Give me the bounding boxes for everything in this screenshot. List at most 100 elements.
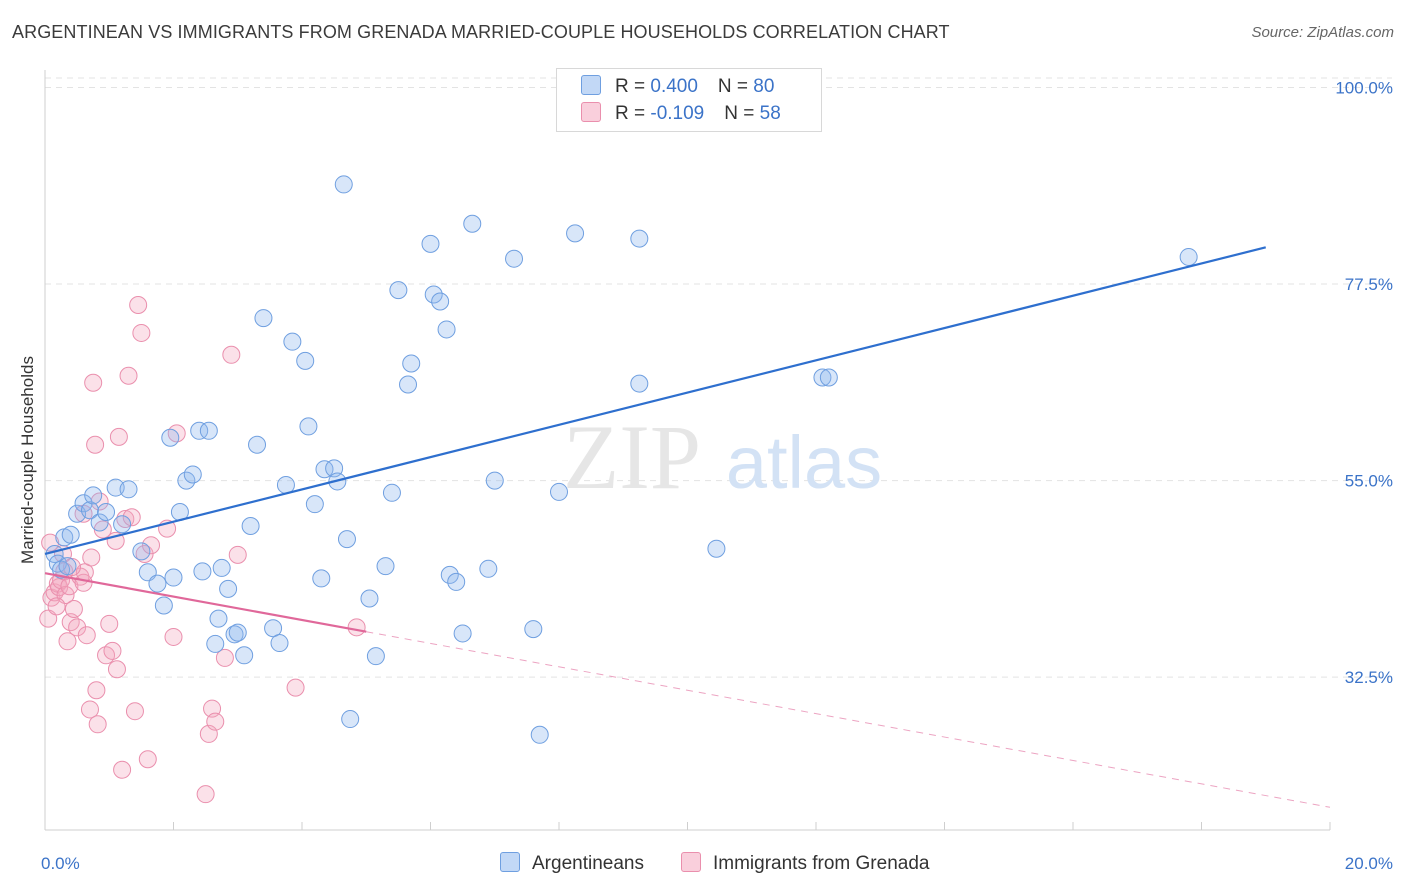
data-point-argentinean	[90, 513, 109, 532]
data-point-grenada	[142, 536, 161, 555]
data-point-argentinean	[1179, 247, 1198, 266]
y-axis-label: Married-couple Households	[18, 356, 37, 564]
data-point-argentinean	[550, 482, 568, 501]
data-point-argentinean	[219, 579, 238, 598]
data-point-argentinean	[80, 501, 99, 520]
data-point-argentinean	[485, 471, 504, 490]
data-point-argentinean	[463, 214, 482, 233]
data-point-grenada	[82, 548, 101, 567]
data-point-argentinean	[312, 569, 331, 588]
series-argentineans	[45, 175, 1198, 744]
trend-line-grenada-extension	[366, 631, 1331, 808]
stats-legend: R = 0.400 N = 80 R = -0.109 N = 58	[556, 68, 822, 132]
data-point-grenada	[86, 435, 105, 454]
data-point-argentinean	[199, 421, 218, 440]
data-point-grenada	[77, 626, 96, 645]
data-point-grenada	[113, 760, 132, 779]
watermark: ZIP atlas	[563, 406, 882, 508]
series-immigrants-from-grenada	[39, 295, 366, 804]
series-name: Argentineans	[532, 853, 644, 874]
data-point-grenada	[100, 614, 119, 633]
trend-line-grenada	[44, 572, 367, 633]
data-point-grenada	[196, 785, 215, 804]
r-label: R =	[615, 76, 651, 97]
data-point-grenada	[125, 702, 144, 721]
r-label: R =	[615, 103, 651, 124]
data-point-argentinean	[389, 281, 408, 300]
data-point-argentinean	[161, 428, 180, 447]
data-point-argentinean	[479, 559, 498, 578]
data-point-argentinean	[566, 224, 585, 243]
y-tick-label: 77.5%	[1345, 275, 1393, 294]
data-point-argentinean	[366, 647, 385, 666]
chart-title: ARGENTINEAN VS IMMIGRANTS FROM GRENADA M…	[12, 22, 950, 42]
data-point-argentinean	[530, 725, 549, 744]
data-point-argentinean	[148, 574, 167, 593]
n-value: 58	[759, 103, 781, 124]
data-point-grenada	[80, 700, 99, 719]
n-label: N =	[724, 103, 760, 124]
grid-lines	[45, 77, 1392, 678]
x-tick-label: 20.0%	[1345, 854, 1393, 873]
data-point-grenada	[47, 597, 66, 616]
data-point-grenada	[122, 508, 141, 527]
data-point-grenada	[129, 295, 148, 314]
data-point-grenada	[64, 599, 83, 618]
r-value: -0.109	[650, 103, 705, 124]
data-point-argentinean	[630, 229, 649, 248]
data-point-grenada	[109, 427, 128, 446]
data-point-argentinean	[119, 480, 138, 499]
legend-swatch-blue	[500, 852, 520, 872]
data-point-argentinean	[61, 525, 80, 544]
data-point-argentinean	[228, 623, 247, 642]
x-tick-label: 0.0%	[41, 854, 80, 873]
data-point-argentinean	[334, 175, 353, 194]
data-point-grenada	[286, 678, 305, 697]
data-point-argentinean	[190, 421, 209, 440]
data-point-argentinean	[283, 332, 302, 351]
watermark-atlas: atlas	[726, 421, 882, 504]
data-point-grenada	[87, 681, 106, 700]
data-point-argentinean	[270, 634, 289, 653]
axes	[44, 70, 1331, 831]
data-point-argentinean	[299, 417, 318, 436]
data-point-grenada	[228, 545, 247, 564]
legend-swatch-pink	[581, 102, 601, 122]
watermark-zip: ZIP	[563, 406, 701, 508]
data-point-argentinean	[402, 354, 421, 373]
data-point-argentinean	[399, 375, 418, 394]
data-point-argentinean	[225, 625, 244, 644]
data-point-grenada	[206, 712, 225, 731]
data-point-argentinean	[431, 292, 450, 311]
legend-swatch-pink	[681, 852, 701, 872]
source-label: Source: ZipAtlas.com	[1251, 24, 1394, 41]
data-point-argentinean	[209, 609, 228, 628]
data-point-argentinean	[813, 368, 832, 387]
data-point-grenada	[222, 345, 241, 364]
y-tick-label: 32.5%	[1345, 668, 1393, 687]
data-point-argentinean	[305, 495, 324, 514]
trend-line-argentineans	[44, 246, 1267, 556]
data-point-argentinean	[382, 483, 401, 502]
data-point-argentinean	[132, 542, 151, 561]
data-point-grenada	[88, 715, 107, 734]
data-point-grenada	[132, 323, 151, 342]
data-point-argentinean	[447, 572, 466, 591]
trend-lines	[44, 246, 1331, 808]
data-point-argentinean	[421, 234, 440, 253]
data-point-grenada	[116, 510, 135, 529]
data-point-argentinean	[376, 557, 395, 576]
data-point-argentinean	[254, 309, 273, 328]
data-point-argentinean	[341, 710, 360, 729]
data-point-argentinean	[212, 558, 231, 577]
data-point-grenada	[68, 618, 87, 637]
r-value: 0.400	[650, 76, 698, 97]
n-label: N =	[717, 76, 754, 97]
data-point-argentinean	[74, 494, 93, 513]
data-point-argentinean	[440, 565, 459, 584]
data-point-argentinean	[337, 530, 356, 549]
data-point-argentinean	[453, 624, 472, 643]
data-point-argentinean	[241, 517, 260, 535]
data-point-argentinean	[206, 634, 225, 653]
